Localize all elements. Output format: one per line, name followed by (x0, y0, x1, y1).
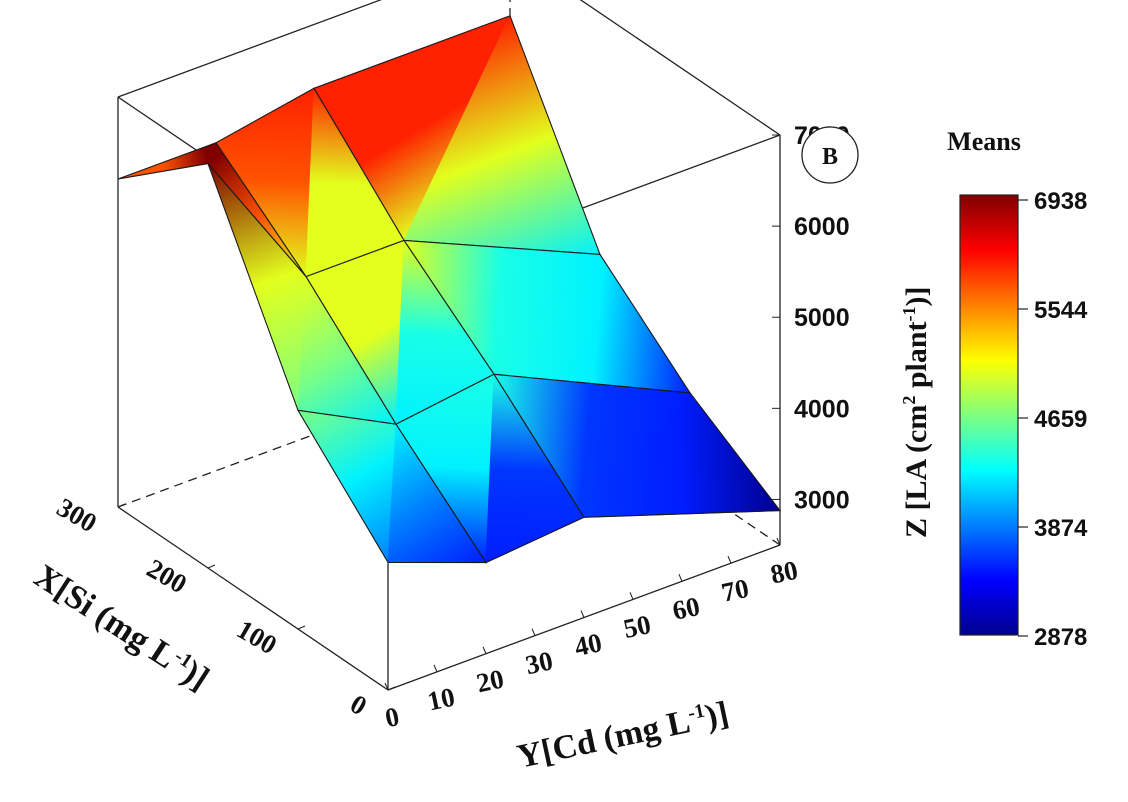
z-tick-label: 6000 (794, 213, 850, 241)
y-tick-mark (433, 664, 438, 673)
y-tick-label: 0 (382, 701, 401, 733)
z-tick-label: 4000 (794, 395, 850, 423)
x-tick-label: 200 (142, 553, 192, 599)
panel-label-badge: B (801, 126, 859, 184)
y-tick-label: 40 (572, 627, 605, 662)
y-tick-mark (580, 610, 585, 618)
colorbar-tick-label: 3874 (1034, 515, 1088, 542)
y-tick-mark (384, 682, 389, 691)
y-tick-mark (629, 592, 634, 600)
box-edge (117, 0, 383, 98)
colorbar-tick-label: 2878 (1034, 624, 1087, 651)
y-tick-mark (531, 628, 536, 636)
surface-mesh (117, 14, 782, 564)
y-tick-label: 50 (621, 609, 654, 644)
x-tick-mark (387, 686, 396, 691)
x-tick-label: 300 (52, 492, 102, 538)
y-tick-label: 20 (474, 663, 507, 698)
y-tick-mark (678, 574, 683, 582)
colorbar-gradient (959, 194, 1019, 636)
y-tick-label: 10 (425, 682, 458, 717)
y-tick-mark (727, 555, 732, 564)
y-tick-mark (776, 537, 781, 546)
y-tick-label: 60 (670, 591, 703, 626)
box-edge (117, 506, 389, 691)
y-tick-mark (482, 646, 487, 654)
z-tick-label: 3000 (794, 486, 850, 514)
colorbar-ticks: 6938 5544 4659 3874 2878 (1018, 188, 1088, 651)
x-tick-mark (297, 625, 306, 630)
colorbar-tick-label: 6938 (1034, 188, 1087, 215)
x-tick-mark (117, 503, 126, 508)
y-tick-label: 30 (523, 645, 556, 680)
x-tick-mark (207, 564, 216, 569)
colorbar-title: Means (947, 127, 1021, 156)
x-tick-label: 100 (232, 614, 282, 660)
panel-label: B (822, 144, 838, 170)
colorbar: Means 6938 5544 4659 3874 2878 (947, 127, 1088, 651)
surface-patch (297, 409, 397, 564)
colorbar-tick-label: 5544 (1034, 297, 1088, 324)
y-axis-title: Y[Cd (mg L-1)] (514, 695, 732, 776)
colorbar-tick-label: 4659 (1034, 406, 1087, 433)
surface-grid-cell (296, 409, 488, 564)
y-tick-label: 70 (719, 573, 752, 608)
x-tick-label: 0 (345, 688, 372, 721)
z-axis-title: Z [LA (cm2 plant-1)] (899, 286, 933, 538)
box-edge (579, 0, 781, 136)
z-tick-label: 5000 (794, 304, 850, 332)
y-tick-label: 80 (768, 555, 801, 590)
